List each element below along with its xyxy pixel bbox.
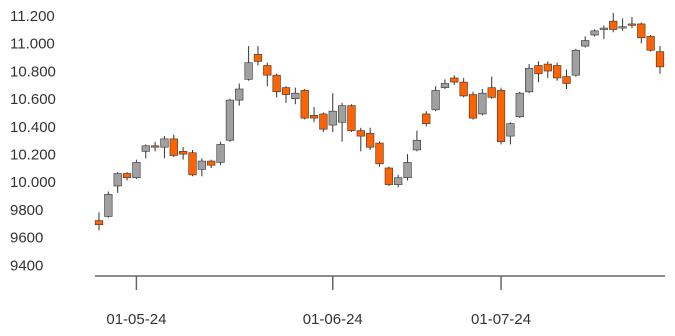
candle-body [403, 162, 412, 178]
candle-body [515, 92, 524, 118]
candle-body [337, 105, 347, 123]
candle-body [104, 193, 113, 217]
candle-body [506, 123, 515, 137]
candle-body [207, 160, 216, 166]
candle-body [487, 87, 496, 98]
candle-body [637, 23, 646, 39]
candle-body [459, 81, 468, 97]
candle-body [431, 90, 440, 111]
candle-body [197, 160, 206, 170]
x-tick-label: 01-06-24 [303, 311, 363, 328]
y-tick-label: 9800 [10, 202, 43, 219]
candle-body [366, 133, 375, 148]
candle-body [179, 151, 188, 155]
candle-body [375, 142, 384, 165]
candle-body [216, 144, 225, 163]
candle-body [450, 77, 459, 83]
candle-body [319, 113, 328, 130]
candle-body [235, 88, 244, 101]
y-tick-label: 9600 [10, 230, 43, 247]
y-tick-label: 11.200 [10, 8, 55, 25]
candle-body [627, 23, 637, 26]
candle-body [581, 40, 590, 47]
candle-body [272, 74, 281, 93]
candle-body [122, 173, 132, 178]
candle-body [571, 49, 580, 76]
candle-body [141, 145, 150, 152]
candle-body [655, 51, 665, 68]
candle-body [384, 167, 393, 185]
candle-body [188, 152, 197, 176]
candle-body [618, 26, 627, 29]
candle-body [113, 173, 122, 187]
candle-body [590, 30, 599, 36]
candle-body [263, 65, 272, 76]
candle-body [94, 220, 104, 226]
candle-body [356, 130, 365, 137]
candle-body [347, 105, 356, 131]
candle-body [478, 92, 487, 115]
candle-body [553, 65, 562, 79]
candle-body [244, 62, 253, 80]
candle-body [524, 67, 534, 93]
candle-body [132, 162, 141, 178]
candle-body [562, 76, 571, 84]
x-tick-label: 01-05-24 [106, 311, 166, 328]
candle-body [440, 83, 450, 88]
candle-body [300, 90, 309, 119]
candle-body [496, 90, 506, 142]
y-tick-label: 10.000 [10, 174, 56, 191]
candle-body [412, 139, 422, 151]
candle-body [599, 27, 608, 30]
y-tick-label: 9400 [10, 257, 43, 274]
candle-body [253, 54, 263, 62]
y-tick-label: 11.000 [10, 36, 55, 53]
candle-body [394, 177, 403, 185]
candle-body [169, 138, 178, 156]
y-tick-label: 10.200 [10, 146, 56, 163]
candle-body [225, 99, 235, 141]
candle-body [309, 115, 319, 119]
candle-body [534, 65, 543, 75]
y-tick-label: 10.400 [10, 119, 56, 136]
candle-body [281, 87, 291, 95]
candle-body [646, 36, 655, 51]
candle-body [422, 113, 431, 124]
candle-body [609, 20, 618, 30]
y-tick-label: 10.800 [10, 63, 56, 80]
x-tick-label: 01-07-24 [471, 311, 531, 328]
candle-body [160, 138, 169, 148]
candle-body [543, 63, 552, 72]
candle-body [291, 92, 300, 100]
candle-body [468, 94, 478, 119]
candle-body [328, 110, 337, 126]
y-tick-label: 10.600 [10, 91, 56, 108]
candle-body [151, 145, 160, 148]
